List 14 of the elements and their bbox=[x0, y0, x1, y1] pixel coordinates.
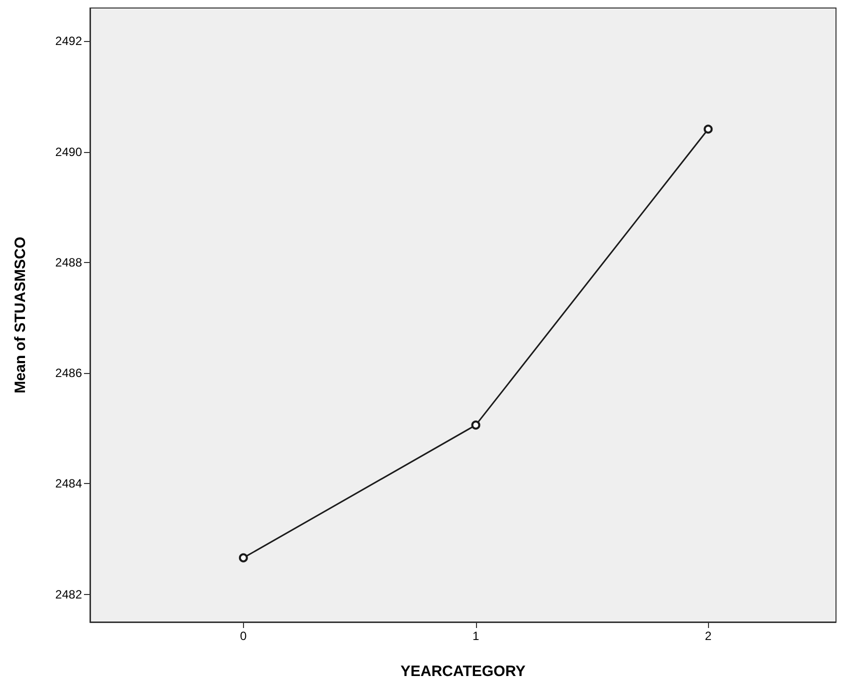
y-tick-label: 2488 bbox=[55, 255, 82, 270]
y-tick-label: 2490 bbox=[55, 144, 82, 159]
x-axis-title: YEARCATEGORY bbox=[400, 663, 526, 680]
y-axis-title: Mean of STUASMSCO bbox=[12, 236, 29, 394]
point bbox=[238, 553, 248, 562]
point bbox=[704, 124, 713, 134]
y-tick-label: 2482 bbox=[55, 587, 82, 602]
x-tick-label: 0 bbox=[240, 629, 248, 643]
y-tick-label: 2486 bbox=[55, 366, 82, 380]
point bbox=[471, 420, 480, 430]
x-tick-label: 1 bbox=[472, 629, 480, 643]
y-tick-label: 2492 bbox=[55, 34, 82, 48]
y-tick-label: 2484 bbox=[55, 476, 82, 491]
x-tick-label: 2 bbox=[704, 629, 712, 643]
